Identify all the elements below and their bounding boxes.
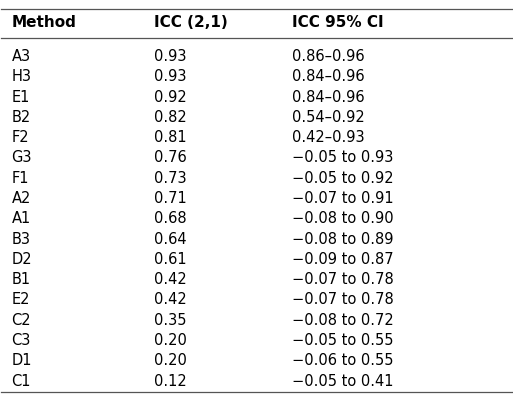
Text: E2: E2: [12, 292, 30, 307]
Text: 0.93: 0.93: [154, 69, 187, 84]
Text: C2: C2: [12, 313, 31, 328]
Text: −0.08 to 0.89: −0.08 to 0.89: [292, 232, 393, 247]
Text: 0.42: 0.42: [154, 292, 187, 307]
Text: C3: C3: [12, 333, 31, 348]
Text: D2: D2: [12, 252, 32, 267]
Text: −0.09 to 0.87: −0.09 to 0.87: [292, 252, 394, 267]
Text: A2: A2: [12, 191, 31, 206]
Text: 0.71: 0.71: [154, 191, 187, 206]
Text: 0.76: 0.76: [154, 151, 187, 165]
Text: 0.92: 0.92: [154, 89, 187, 104]
Text: 0.84–0.96: 0.84–0.96: [292, 89, 365, 104]
Text: −0.05 to 0.93: −0.05 to 0.93: [292, 151, 393, 165]
Text: A3: A3: [12, 49, 31, 64]
Text: D1: D1: [12, 353, 32, 368]
Text: 0.20: 0.20: [154, 333, 187, 348]
Text: 0.82: 0.82: [154, 110, 187, 125]
Text: −0.08 to 0.72: −0.08 to 0.72: [292, 313, 394, 328]
Text: −0.06 to 0.55: −0.06 to 0.55: [292, 353, 393, 368]
Text: ICC (2,1): ICC (2,1): [154, 15, 228, 30]
Text: 0.42: 0.42: [154, 272, 187, 287]
Text: E1: E1: [12, 89, 30, 104]
Text: 0.12: 0.12: [154, 374, 187, 388]
Text: B3: B3: [12, 232, 31, 247]
Text: −0.07 to 0.91: −0.07 to 0.91: [292, 191, 394, 206]
Text: A1: A1: [12, 211, 31, 226]
Text: 0.64: 0.64: [154, 232, 187, 247]
Text: −0.05 to 0.92: −0.05 to 0.92: [292, 171, 394, 186]
Text: 0.35: 0.35: [154, 313, 187, 328]
Text: ICC 95% CI: ICC 95% CI: [292, 15, 384, 30]
Text: Method: Method: [12, 15, 76, 30]
Text: −0.05 to 0.41: −0.05 to 0.41: [292, 374, 393, 388]
Text: 0.81: 0.81: [154, 130, 187, 145]
Text: 0.84–0.96: 0.84–0.96: [292, 69, 365, 84]
Text: 0.42–0.93: 0.42–0.93: [292, 130, 365, 145]
Text: G3: G3: [12, 151, 32, 165]
Text: 0.68: 0.68: [154, 211, 187, 226]
Text: F1: F1: [12, 171, 29, 186]
Text: 0.54–0.92: 0.54–0.92: [292, 110, 365, 125]
Text: 0.93: 0.93: [154, 49, 187, 64]
Text: −0.05 to 0.55: −0.05 to 0.55: [292, 333, 393, 348]
Text: 0.61: 0.61: [154, 252, 187, 267]
Text: −0.08 to 0.90: −0.08 to 0.90: [292, 211, 394, 226]
Text: C1: C1: [12, 374, 31, 388]
Text: B1: B1: [12, 272, 31, 287]
Text: 0.86–0.96: 0.86–0.96: [292, 49, 365, 64]
Text: H3: H3: [12, 69, 32, 84]
Text: −0.07 to 0.78: −0.07 to 0.78: [292, 272, 394, 287]
Text: 0.73: 0.73: [154, 171, 187, 186]
Text: 0.20: 0.20: [154, 353, 187, 368]
Text: F2: F2: [12, 130, 29, 145]
Text: B2: B2: [12, 110, 31, 125]
Text: −0.07 to 0.78: −0.07 to 0.78: [292, 292, 394, 307]
